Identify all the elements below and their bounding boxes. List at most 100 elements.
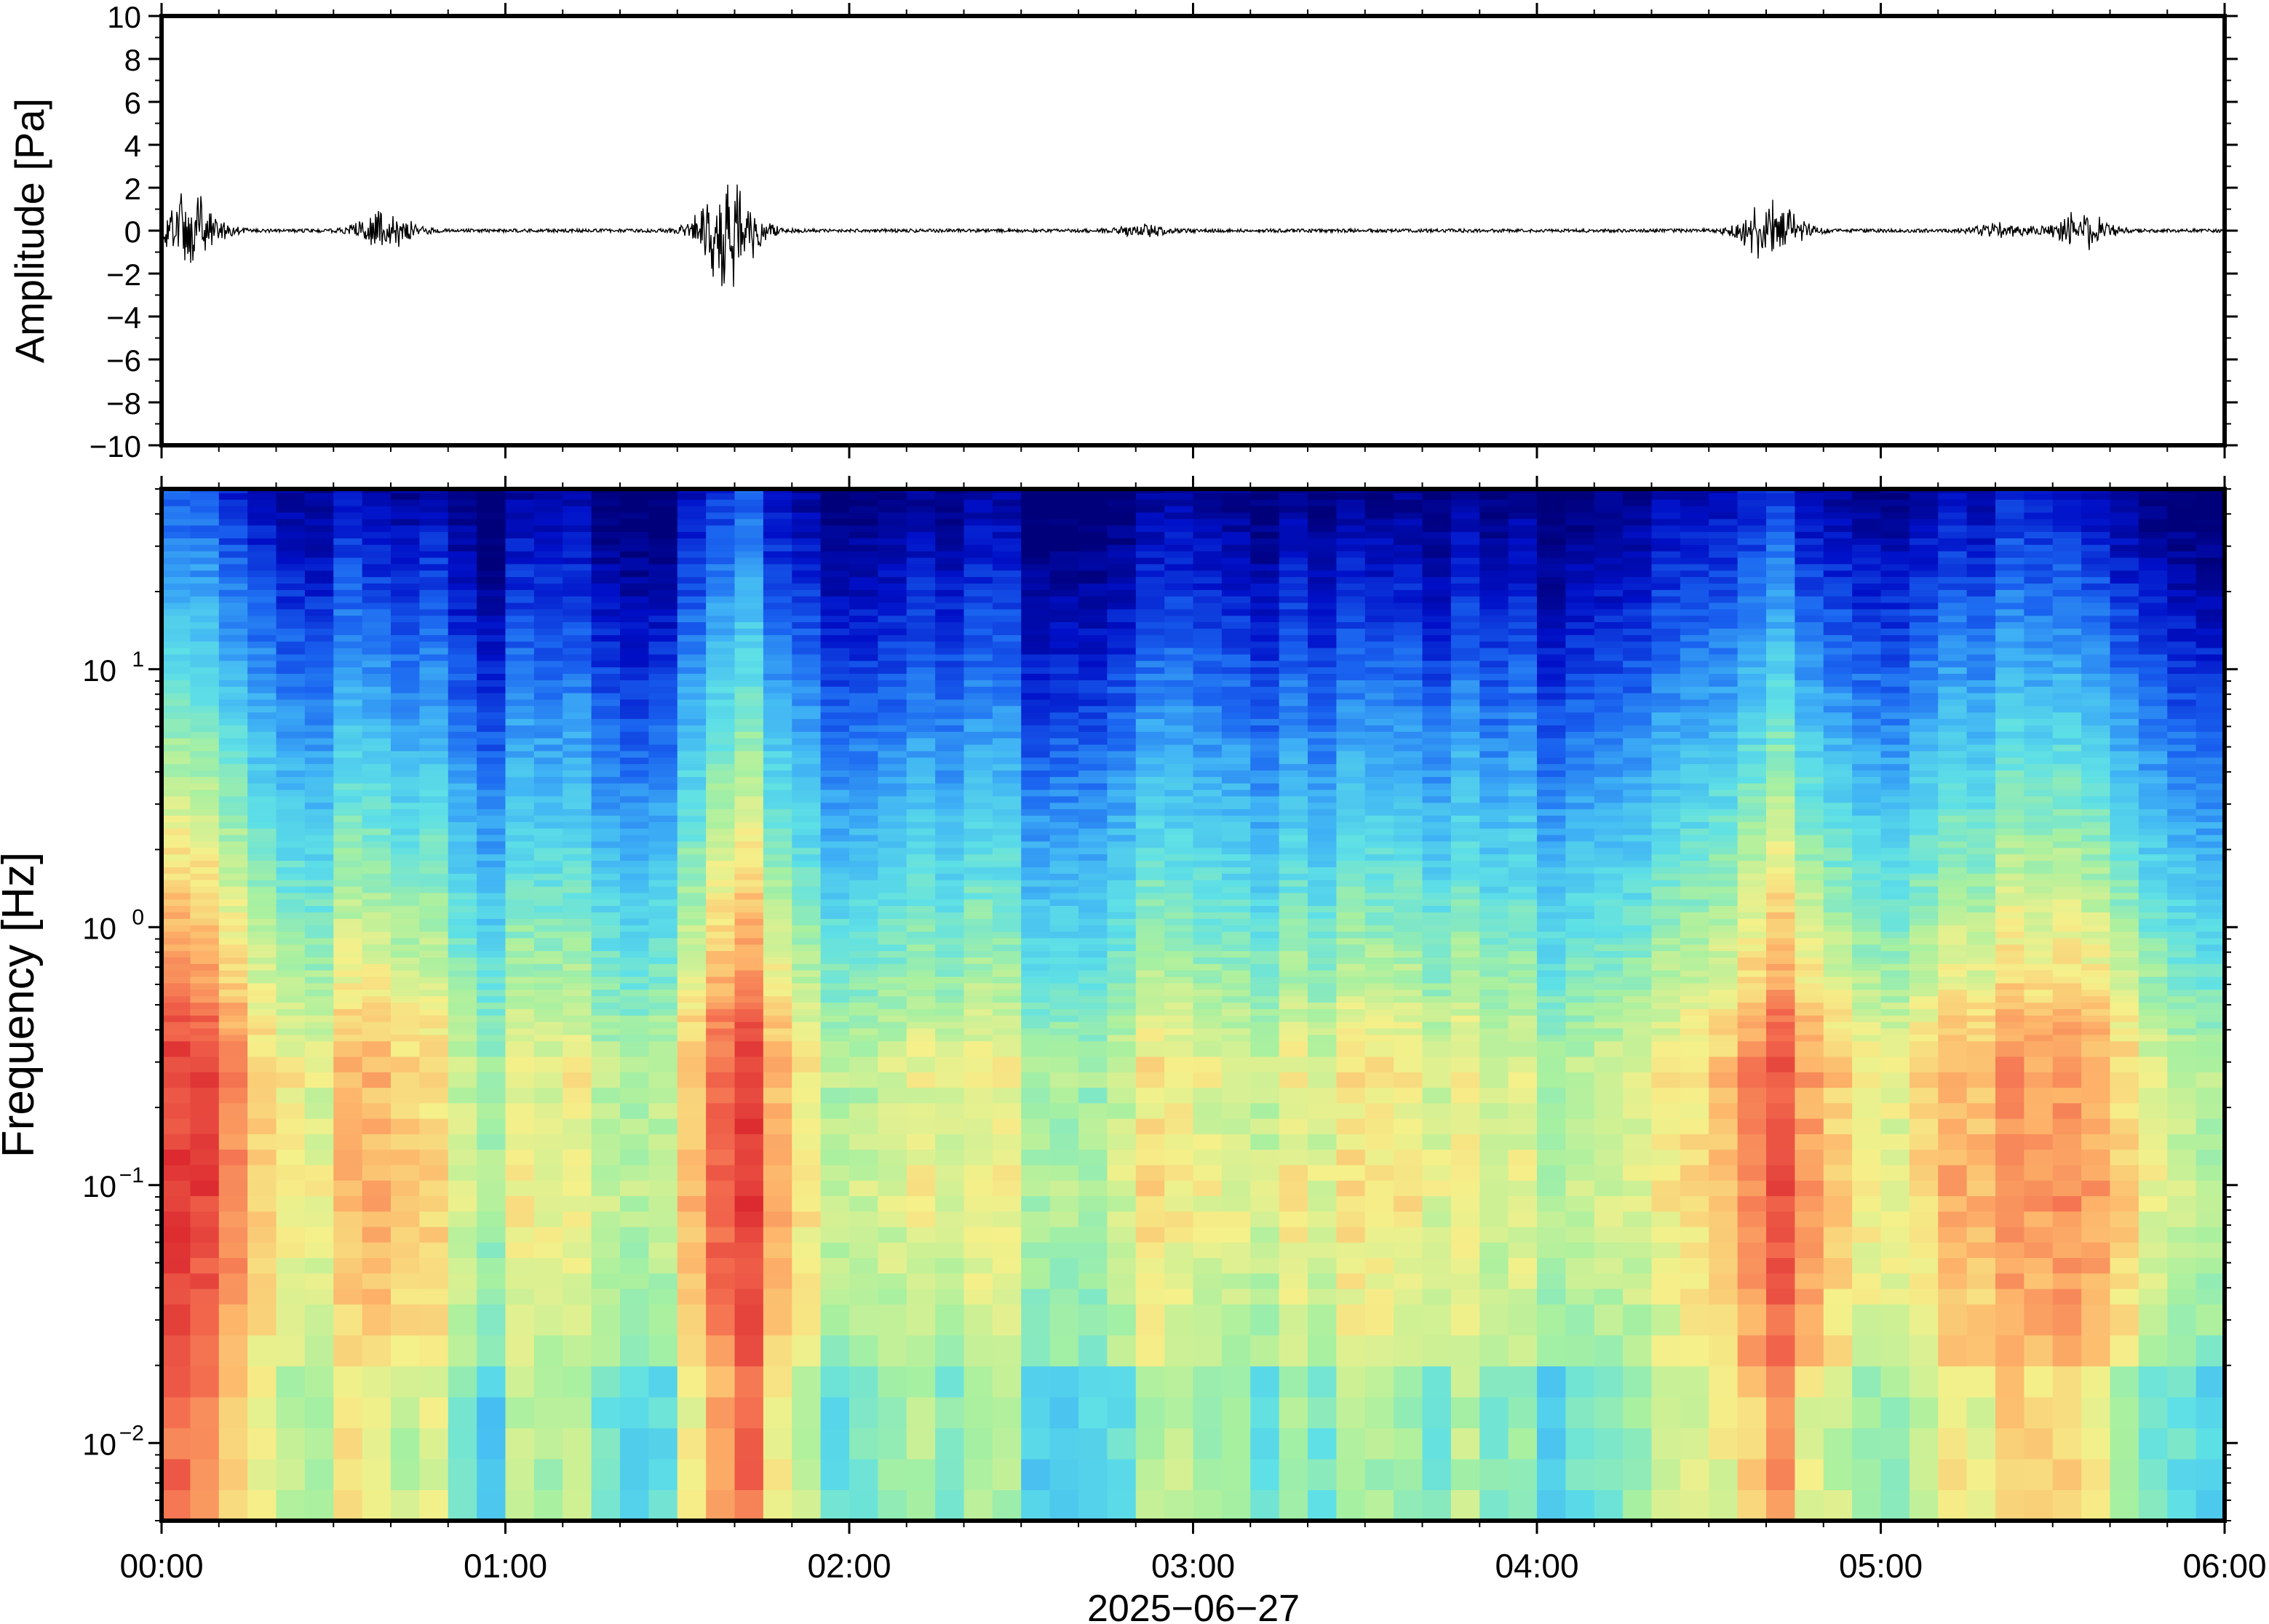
spectrogram-cell [820,531,850,538]
spectrogram-cell [992,873,1022,880]
spectrogram-cell [906,557,936,565]
spectrogram-cell [906,693,936,700]
spectrogram-cell [963,873,993,880]
spectrogram-cell [304,957,334,964]
spectrogram-cell [218,583,248,590]
spectrogram-cell [1308,970,1337,977]
spectrogram-cell [734,1149,764,1166]
spectrogram-cell [1164,666,1194,674]
spectrogram-cell [362,731,392,739]
spectrogram-cell [620,499,649,506]
spectrogram-cell [162,512,191,520]
spectrogram-cell [906,518,936,526]
spectrogram-cell [620,802,649,810]
spectrogram-cell [935,621,965,629]
spectrogram-cell [1250,1164,1280,1181]
spectrogram-cell [706,666,736,674]
spectrogram-cell [218,828,248,835]
spectrogram-cell [533,1134,563,1150]
spectrogram-cell [1164,538,1194,545]
spectrogram-cell [1193,693,1223,700]
spectrogram-cell [878,840,907,848]
spectrogram-cell [763,1242,792,1259]
spectrogram-cell [1164,648,1194,655]
spectrogram-cell [162,725,191,732]
spectrogram-cell [648,583,678,590]
spectrogram-cell [533,970,563,977]
spectrogram-cell [763,1164,792,1181]
spectrogram-cell [963,789,993,797]
spectrogram-cell [333,1134,363,1150]
spectrogram-cell [1279,531,1308,538]
spectrogram-cell [1279,835,1308,842]
spectrogram-cell [1221,808,1251,816]
spectrogram-cell [304,731,334,739]
spectrogram-cell [276,608,306,616]
spectrogram-cell [276,648,306,655]
spectrogram-cell [849,1458,878,1491]
spectrogram-cell [448,995,477,1003]
spectrogram-cell [1049,789,1079,797]
spectrogram-cell [648,551,678,558]
spectrogram-cell [276,750,306,758]
spectrogram-cell [906,1040,936,1057]
spectrogram-cell [1279,712,1308,720]
spectrogram-cell [1394,731,1423,739]
spectrogram-cell [935,1008,965,1016]
spectrogram-cell [1049,880,1079,887]
spectrogram-cell [391,557,420,565]
spectrogram-cell [792,563,822,571]
spectrogram-cell [1107,1034,1137,1042]
spectrogram-cell [677,499,707,506]
spectrogram-cell [1279,1134,1308,1150]
spectrogram-cell [391,538,420,545]
waveform-y-tick-label: −6 [106,343,141,378]
spectrogram-cell [1078,499,1108,506]
spectrogram-cell [1336,1022,1366,1029]
spectrogram-cell [620,551,649,558]
spectrogram-cell [820,1180,850,1196]
spectrogram-cell [591,763,621,771]
spectrogram-cell [162,853,191,861]
spectrogram-cell [247,615,277,623]
spectrogram-cell [419,1257,449,1274]
spectrogram-cell [1279,1273,1308,1289]
spectrogram-cell [1107,1242,1137,1259]
spectrogram-cell [677,544,707,552]
spectrogram-cell [419,1056,449,1072]
spectrogram-cell [906,1428,936,1460]
spectrogram-cell [1221,544,1251,552]
spectrogram-cell [391,802,420,810]
spectrogram-cell [1364,718,1394,725]
spectrogram-cell [820,789,850,797]
spectrogram-cell [1221,1164,1251,1181]
spectrogram-cell [419,1034,449,1042]
spectrogram-cell [763,1366,792,1398]
spectrogram-cell [1364,944,1394,952]
spectrogram-cell [448,1226,477,1243]
spectrogram-cell [1336,937,1366,945]
spectrogram-cell [1221,608,1251,616]
spectrogram-cell [448,976,477,984]
spectrogram-cell [162,653,191,661]
spectrogram-cell [1193,583,1223,590]
spectrogram-cell [391,821,420,829]
spectrogram-cell [218,1022,248,1029]
spectrogram-cell [1164,1242,1194,1259]
spectrogram-cell [1107,1134,1137,1150]
spectrogram-cell [448,789,477,797]
spectrogram-cell [162,1288,191,1305]
spectrogram-cell [362,666,392,674]
spectrogram-cell [1021,570,1051,578]
spectrogram-cell [1021,1164,1051,1181]
spectrogram-cell [1308,557,1337,565]
spectrogram-cell [992,750,1022,758]
spectrogram-cell [333,1458,363,1491]
spectrogram-cell [1021,880,1051,887]
spectrogram-cell [276,1164,306,1181]
spectrogram-cell [1049,1226,1079,1243]
spectrogram-cell [304,725,334,732]
spectrogram-cell [218,880,248,887]
spectrogram-cell [563,1211,592,1227]
spectrogram-cell [1107,899,1137,907]
